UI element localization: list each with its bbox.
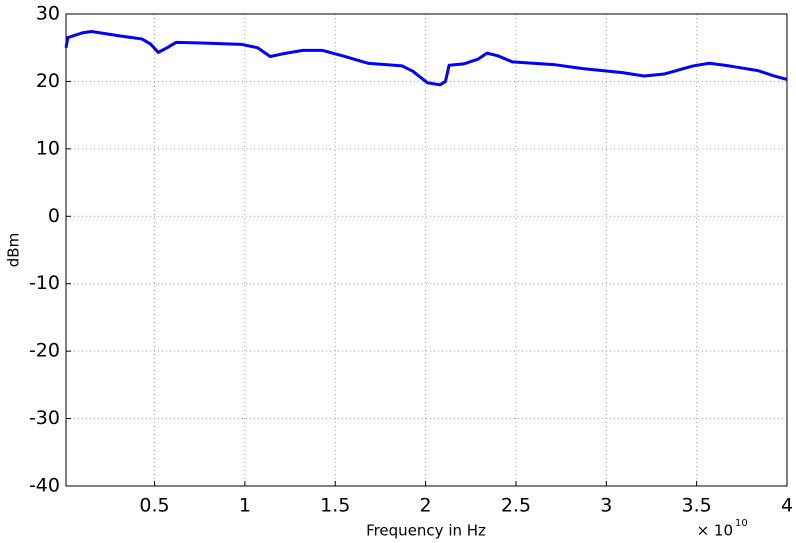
x-multiplier: × 10 xyxy=(697,522,733,540)
plot-frame xyxy=(65,13,788,487)
x-tick-label: 0.5 xyxy=(139,495,169,517)
y-tick-label: -40 xyxy=(29,475,60,497)
x-axis-label: Frequency in Hz xyxy=(366,522,486,540)
y-axis-label: dBm xyxy=(5,233,23,267)
x-tick-label: 3.5 xyxy=(682,495,712,517)
y-tick-label: 10 xyxy=(36,137,60,159)
x-tick-label: 2.5 xyxy=(501,495,531,517)
data-line xyxy=(64,30,788,87)
x-tick-label: 2 xyxy=(420,495,432,517)
x-multiplier-exponent: 10 xyxy=(735,518,748,529)
y-tick-label: -20 xyxy=(29,340,60,362)
y-tick-label: 20 xyxy=(36,70,60,92)
x-tick-label: 1 xyxy=(239,495,251,517)
y-tick-label: 0 xyxy=(48,205,60,227)
y-tick-label: -30 xyxy=(29,407,60,429)
x-tick-label: 3 xyxy=(600,495,612,517)
x-tick-label: 1.5 xyxy=(320,495,350,517)
plot-area xyxy=(66,14,787,486)
x-tick-label: 4 xyxy=(781,495,793,517)
y-tick-label: 30 xyxy=(36,3,60,25)
y-tick-label: -10 xyxy=(29,272,60,294)
